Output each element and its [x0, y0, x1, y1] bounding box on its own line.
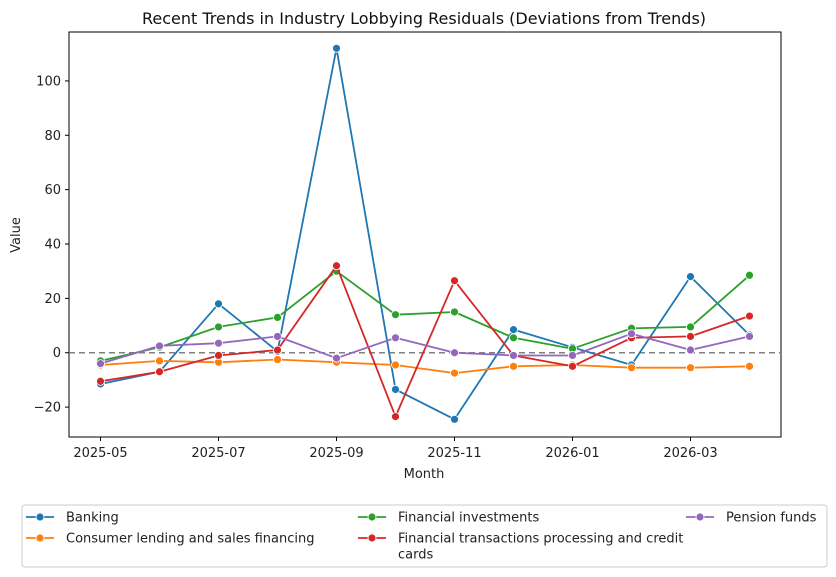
- data-point: [686, 322, 695, 332]
- legend-swatch-marker: [695, 512, 705, 522]
- data-point: [450, 414, 459, 424]
- data-point: [686, 363, 695, 373]
- data-point: [450, 348, 459, 358]
- legend-label: Banking: [66, 511, 119, 526]
- chart-title: Recent Trends in Industry Lobbying Resid…: [142, 9, 706, 28]
- x-tick-label: 2025-11: [427, 446, 481, 461]
- y-tick-label: 20: [44, 292, 61, 307]
- legend-swatch-marker: [35, 533, 45, 543]
- data-point: [391, 310, 400, 320]
- data-point: [332, 43, 341, 53]
- data-point: [450, 307, 459, 317]
- legend-swatch-marker: [367, 533, 377, 543]
- data-point: [391, 385, 400, 394]
- series-line: [100, 358, 750, 375]
- data-point: [509, 361, 518, 371]
- series-1: [96, 355, 754, 378]
- y-tick-label: −20: [34, 401, 61, 416]
- data-point: [686, 272, 695, 282]
- x-tick-label: 2025-09: [309, 446, 363, 461]
- x-axis-label: Month: [404, 467, 445, 482]
- data-point: [214, 351, 223, 360]
- data-point: [745, 270, 754, 280]
- data-point: [332, 261, 341, 271]
- data-point: [627, 329, 636, 339]
- y-axis-label: Value: [9, 217, 24, 253]
- plot-area: [68, 31, 782, 438]
- data-point: [745, 361, 754, 371]
- series-3: [96, 261, 754, 422]
- legend-label: Consumer lending and sales financing: [66, 532, 315, 547]
- y-tick-label: 80: [44, 129, 61, 144]
- data-point: [214, 322, 223, 332]
- x-tick-label: 2026-03: [663, 446, 717, 461]
- series-4: [96, 329, 754, 369]
- legend-swatch-marker: [367, 512, 377, 522]
- legend-item: Financial investments: [358, 511, 539, 526]
- data-point: [391, 360, 400, 370]
- legend-label: Pension funds: [726, 511, 817, 526]
- data-point: [745, 332, 754, 341]
- legend-item: Pension funds: [686, 511, 817, 526]
- series-line: [100, 270, 751, 362]
- data-point: [332, 353, 341, 363]
- data-point: [273, 313, 282, 322]
- data-point: [509, 351, 518, 360]
- data-point: [509, 325, 518, 335]
- y-tick-label: 60: [44, 183, 61, 198]
- series-0: [96, 43, 754, 424]
- data-point: [273, 332, 282, 341]
- legend: Banking Consumer lending and sales financ…: [21, 504, 828, 568]
- data-point: [686, 332, 695, 341]
- series-line: [100, 47, 751, 421]
- data-point: [568, 361, 577, 371]
- data-point: [96, 376, 105, 386]
- legend-item: Consumer lending and sales financing: [26, 532, 315, 547]
- x-tick-label: 2025-05: [73, 446, 127, 461]
- series-line: [100, 264, 750, 418]
- y-tick-label: 40: [44, 238, 61, 253]
- y-tick-label: 100: [36, 74, 61, 89]
- data-point: [214, 299, 223, 309]
- data-point: [155, 356, 164, 366]
- data-point: [214, 338, 223, 348]
- data-point: [686, 345, 695, 355]
- data-point: [273, 355, 282, 364]
- data-point: [391, 412, 400, 422]
- legend-box: [21, 504, 828, 568]
- y-tick-label: 0: [53, 346, 61, 361]
- data-point: [155, 341, 164, 351]
- data-point: [273, 345, 282, 355]
- x-tick-label: 2025-07: [191, 446, 245, 461]
- data-point: [450, 276, 459, 286]
- data-point: [155, 367, 164, 377]
- x-tick-label: 2026-01: [545, 446, 599, 461]
- data-point: [450, 368, 459, 378]
- x-axis: 2025-05 2025-07 2025-09 2025-11 2026-01 2026-…: [73, 437, 718, 461]
- legend-swatch-marker: [35, 512, 45, 522]
- data-point: [391, 333, 400, 343]
- y-axis: −20 0 20 40 60 80 100: [34, 74, 69, 416]
- data-point: [745, 311, 754, 321]
- data-point: [509, 333, 518, 343]
- legend-label: Financial transactions processing and cr…: [398, 532, 683, 563]
- data-point: [568, 351, 577, 360]
- data-point: [627, 363, 636, 373]
- legend-item: Financial transactions processing and cr…: [358, 532, 683, 563]
- data-point: [96, 359, 105, 369]
- legend-item: Banking: [26, 511, 119, 526]
- legend-label: Financial investments: [398, 511, 539, 526]
- series-line: [100, 332, 750, 365]
